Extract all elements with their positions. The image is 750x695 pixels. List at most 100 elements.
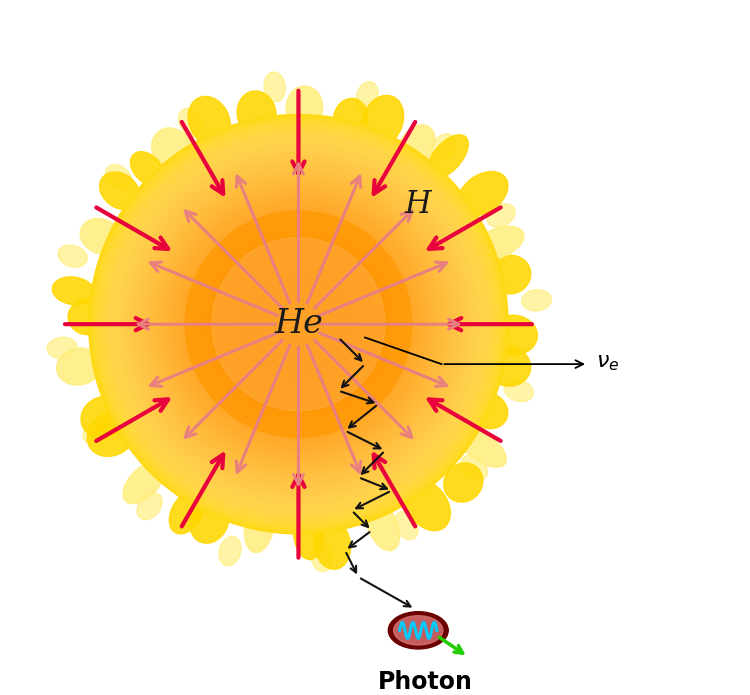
- Ellipse shape: [83, 420, 111, 444]
- Circle shape: [129, 154, 468, 494]
- Ellipse shape: [311, 541, 332, 571]
- Ellipse shape: [458, 172, 508, 216]
- Ellipse shape: [388, 612, 448, 649]
- Ellipse shape: [466, 392, 508, 429]
- Circle shape: [172, 197, 425, 451]
- Circle shape: [198, 224, 399, 425]
- Circle shape: [206, 232, 391, 416]
- Ellipse shape: [81, 396, 126, 438]
- Ellipse shape: [137, 493, 162, 520]
- Ellipse shape: [521, 290, 551, 311]
- Ellipse shape: [105, 165, 132, 190]
- Ellipse shape: [489, 315, 538, 355]
- Circle shape: [158, 183, 439, 464]
- Ellipse shape: [264, 72, 285, 102]
- Ellipse shape: [58, 245, 87, 267]
- Ellipse shape: [394, 616, 443, 645]
- Ellipse shape: [56, 348, 101, 385]
- Text: Photon: Photon: [377, 670, 472, 694]
- Circle shape: [209, 234, 388, 414]
- Circle shape: [236, 261, 362, 387]
- Circle shape: [211, 237, 386, 411]
- Ellipse shape: [130, 152, 164, 186]
- Circle shape: [116, 141, 482, 507]
- Circle shape: [150, 176, 447, 473]
- Circle shape: [124, 149, 473, 499]
- Ellipse shape: [100, 172, 140, 209]
- Circle shape: [136, 163, 460, 486]
- Ellipse shape: [47, 337, 77, 359]
- Circle shape: [105, 131, 492, 518]
- Ellipse shape: [80, 218, 122, 254]
- Ellipse shape: [485, 346, 531, 386]
- Circle shape: [230, 256, 367, 393]
- Circle shape: [238, 264, 358, 384]
- Circle shape: [145, 170, 452, 478]
- Circle shape: [153, 179, 444, 470]
- Circle shape: [217, 243, 380, 406]
- Circle shape: [232, 259, 364, 390]
- Circle shape: [94, 120, 503, 528]
- Circle shape: [88, 115, 508, 534]
- Circle shape: [107, 133, 490, 515]
- Circle shape: [225, 250, 372, 398]
- Ellipse shape: [490, 255, 531, 294]
- Circle shape: [155, 181, 442, 467]
- Circle shape: [142, 167, 454, 480]
- Circle shape: [126, 152, 471, 496]
- Circle shape: [174, 199, 423, 448]
- Ellipse shape: [178, 108, 202, 137]
- Ellipse shape: [190, 499, 229, 543]
- Ellipse shape: [459, 430, 506, 467]
- Ellipse shape: [286, 86, 322, 129]
- Ellipse shape: [53, 277, 94, 305]
- Circle shape: [227, 253, 370, 395]
- Text: H: H: [405, 189, 431, 220]
- Circle shape: [166, 192, 430, 457]
- Ellipse shape: [460, 455, 488, 480]
- Text: He: He: [274, 308, 323, 340]
- Ellipse shape: [504, 379, 533, 402]
- Ellipse shape: [314, 520, 350, 569]
- Circle shape: [110, 136, 487, 512]
- Circle shape: [220, 245, 377, 403]
- Circle shape: [222, 248, 375, 400]
- Circle shape: [160, 186, 436, 462]
- Circle shape: [121, 147, 476, 502]
- Ellipse shape: [398, 125, 435, 167]
- Ellipse shape: [334, 99, 368, 138]
- Ellipse shape: [427, 135, 468, 179]
- Circle shape: [148, 173, 449, 475]
- Circle shape: [182, 208, 415, 441]
- Ellipse shape: [123, 461, 165, 504]
- Ellipse shape: [394, 512, 418, 539]
- Circle shape: [201, 227, 396, 422]
- Circle shape: [97, 122, 500, 526]
- Ellipse shape: [219, 537, 242, 566]
- Ellipse shape: [68, 299, 108, 335]
- Circle shape: [177, 202, 420, 446]
- Ellipse shape: [244, 501, 274, 553]
- Ellipse shape: [430, 134, 456, 161]
- Ellipse shape: [237, 91, 276, 136]
- Circle shape: [169, 195, 428, 454]
- Circle shape: [196, 221, 401, 427]
- Ellipse shape: [444, 463, 483, 502]
- Circle shape: [241, 266, 356, 382]
- Circle shape: [112, 138, 484, 510]
- Text: $\nu_e$: $\nu_e$: [596, 353, 619, 373]
- Circle shape: [92, 117, 506, 531]
- Ellipse shape: [152, 128, 194, 172]
- Ellipse shape: [366, 501, 400, 550]
- Ellipse shape: [170, 491, 205, 534]
- Circle shape: [188, 213, 410, 435]
- Circle shape: [134, 160, 463, 489]
- Circle shape: [88, 115, 508, 534]
- Ellipse shape: [471, 227, 524, 261]
- Ellipse shape: [356, 82, 378, 111]
- Circle shape: [100, 125, 497, 523]
- Circle shape: [179, 205, 418, 443]
- Circle shape: [214, 240, 382, 409]
- Circle shape: [118, 144, 478, 505]
- Circle shape: [185, 211, 412, 437]
